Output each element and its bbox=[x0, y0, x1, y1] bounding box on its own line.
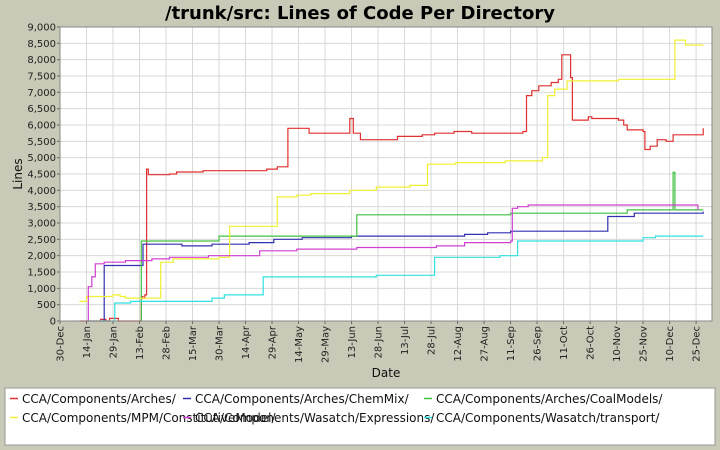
x-tick-label: 29-May bbox=[321, 326, 332, 363]
y-tick-label: 5,000 bbox=[27, 153, 56, 164]
legend-label: CCA/Components/Arches/CoalModels/ bbox=[436, 392, 663, 406]
x-tick-label: 10-Dec bbox=[665, 326, 676, 362]
x-tick-label: 26-Sep bbox=[533, 326, 544, 361]
y-tick-label: 7,000 bbox=[27, 88, 56, 99]
series-line-1 bbox=[79, 54, 704, 322]
y-tick-label: 6,500 bbox=[27, 104, 56, 115]
legend-label: CCA/Components/MPM/ConstitutiveModel/ bbox=[22, 411, 276, 425]
series-line-5 bbox=[86, 204, 699, 322]
x-tick-label: 28-Jun bbox=[374, 326, 385, 359]
x-tick-label: 26-Oct bbox=[586, 326, 597, 360]
y-tick-label: 3,500 bbox=[27, 202, 56, 213]
y-axis-ticks: 0 500 1,000 1,500 2,000 2,500 3,000 3,500 4,000 4… bbox=[27, 23, 60, 328]
legend-label: CCA/Components/Arches/ bbox=[22, 392, 177, 406]
x-tick-label: 15-Mar bbox=[188, 325, 199, 361]
series-line-6 bbox=[88, 235, 704, 322]
y-tick-label: 4,500 bbox=[27, 170, 56, 181]
x-tick-label: 30-Dec bbox=[56, 326, 67, 362]
y-tick-label: 1,500 bbox=[27, 268, 56, 279]
legend-box bbox=[4, 387, 716, 446]
x-tick-label: 14-May bbox=[294, 326, 305, 363]
series-lines bbox=[79, 39, 704, 322]
legend-label: CCA/Components/Wasatch/Expressions/ bbox=[195, 411, 435, 425]
plot-border bbox=[59, 26, 713, 322]
legend: CCA/Components/Arches/CCA/Components/Arc… bbox=[10, 392, 663, 425]
x-tick-label: 25-Nov bbox=[639, 326, 650, 362]
legend-label: CCA/Components/Wasatch/transport/ bbox=[436, 411, 660, 425]
y-tick-label: 4,000 bbox=[27, 186, 56, 197]
y-tick-label: 5,500 bbox=[27, 137, 56, 148]
chart-title: /trunk/src: Lines of Code Per Directory bbox=[165, 3, 555, 24]
y-tick-label: 7,500 bbox=[27, 72, 56, 83]
x-tick-label: 25-Dec bbox=[692, 326, 703, 362]
x-tick-label: 28-Feb bbox=[162, 326, 173, 360]
x-tick-label: 13-Jul bbox=[400, 326, 411, 355]
y-tick-label: 6,000 bbox=[27, 121, 56, 132]
x-tick-label: 10-Nov bbox=[612, 326, 623, 362]
y-tick-label: 1,000 bbox=[27, 284, 56, 295]
series-line-3 bbox=[139, 171, 704, 322]
y-tick-label: 500 bbox=[37, 300, 56, 311]
x-tick-label: 13-Feb bbox=[135, 326, 146, 360]
x-tick-label: 29-Apr bbox=[268, 325, 279, 359]
x-tick-label: 30-Mar bbox=[215, 325, 226, 361]
x-tick-label: 28-Jul bbox=[427, 326, 438, 355]
y-tick-label: 2,500 bbox=[27, 235, 56, 246]
x-tick-label: 11-Oct bbox=[559, 326, 570, 360]
x-tick-label: 14-Jan bbox=[82, 326, 93, 358]
x-tick-label: 12-Aug bbox=[453, 326, 464, 362]
x-tick-label: 13-Jun bbox=[347, 326, 358, 359]
series-line-2 bbox=[102, 211, 704, 322]
x-tick-label: 29-Jan bbox=[109, 326, 120, 358]
x-axis-ticks: 30-Dec 14-Jan 29-Jan 13-Feb 28-Feb 15-Mar 30-M… bbox=[56, 321, 703, 363]
legend-label: CCA/Components/Arches/ChemMix/ bbox=[195, 392, 410, 406]
y-tick-label: 8,000 bbox=[27, 55, 56, 66]
y-tick-label: 2,000 bbox=[27, 251, 56, 262]
y-tick-label: 0 bbox=[50, 317, 56, 328]
y-tick-label: 8,500 bbox=[27, 39, 56, 50]
x-tick-label: 14-Apr bbox=[241, 325, 252, 359]
y-tick-label: 3,000 bbox=[27, 219, 56, 230]
y-tick-label: 9,000 bbox=[27, 23, 56, 34]
x-axis-label: Date bbox=[372, 366, 401, 380]
x-tick-label: 11-Sep bbox=[506, 326, 517, 361]
y-axis-label: Lines bbox=[11, 158, 25, 189]
series-line-4 bbox=[79, 39, 704, 302]
x-tick-label: 27-Aug bbox=[480, 326, 491, 362]
